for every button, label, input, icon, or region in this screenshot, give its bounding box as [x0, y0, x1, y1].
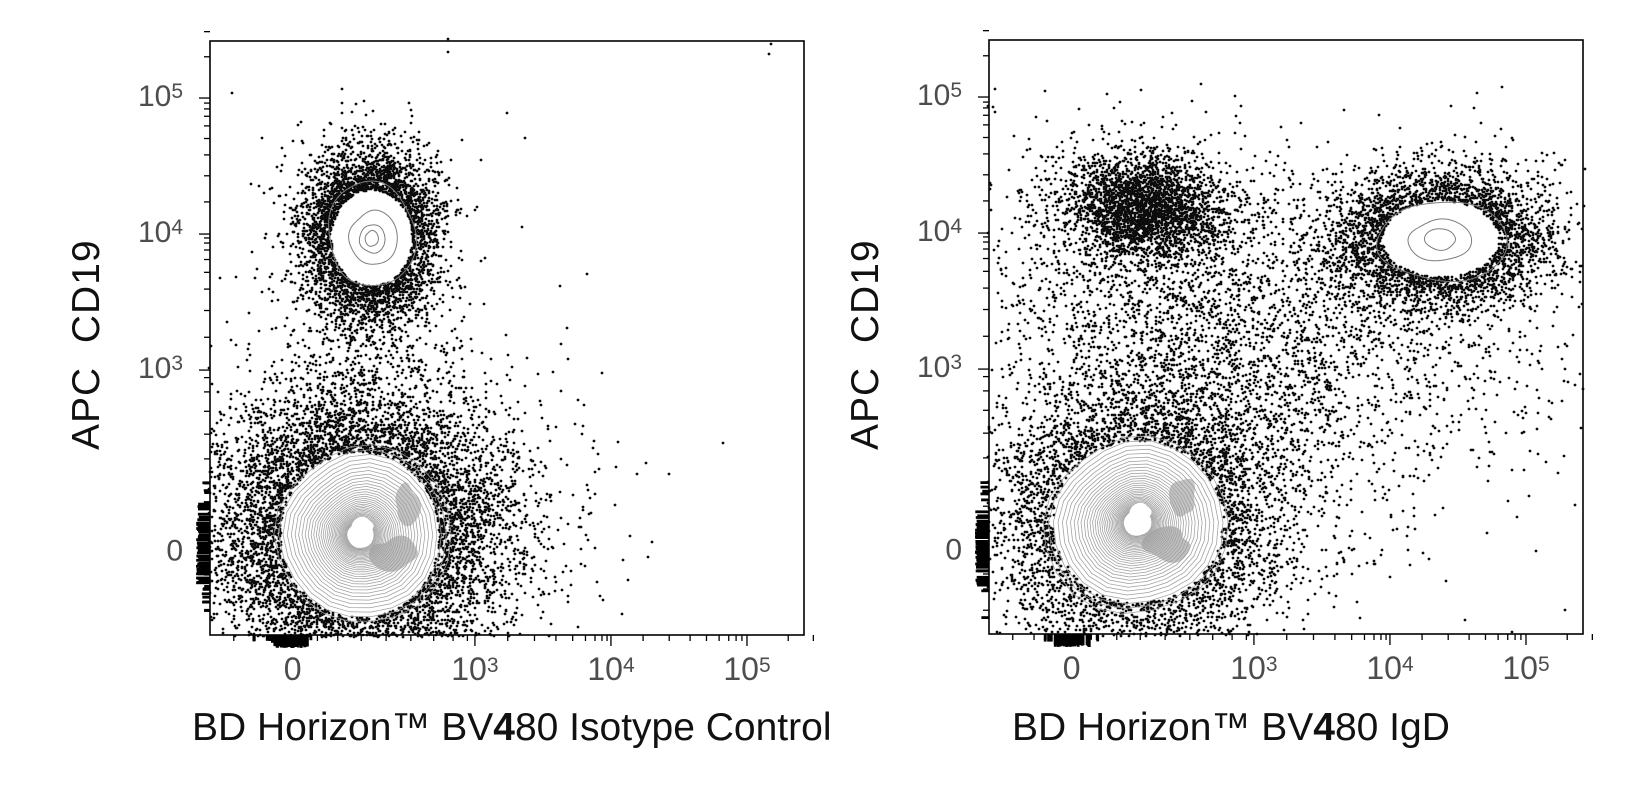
svg-text:104: 104 — [917, 215, 962, 248]
svg-text:105: 105 — [917, 79, 962, 112]
svg-text:103: 103 — [451, 651, 498, 687]
svg-text:103: 103 — [138, 352, 183, 385]
svg-text:103: 103 — [1230, 650, 1277, 686]
svg-text:103: 103 — [917, 351, 962, 384]
svg-text:104: 104 — [1366, 650, 1414, 686]
svg-text:104: 104 — [138, 216, 183, 249]
svg-text:104: 104 — [587, 651, 635, 687]
svg-text:105: 105 — [723, 651, 770, 687]
svg-text:105: 105 — [1502, 650, 1549, 686]
svg-text:105: 105 — [138, 80, 183, 113]
svg-text:0: 0 — [284, 651, 302, 687]
svg-text:0: 0 — [1063, 650, 1081, 686]
svg-text:0: 0 — [166, 534, 183, 567]
svg-text:0: 0 — [945, 533, 962, 566]
